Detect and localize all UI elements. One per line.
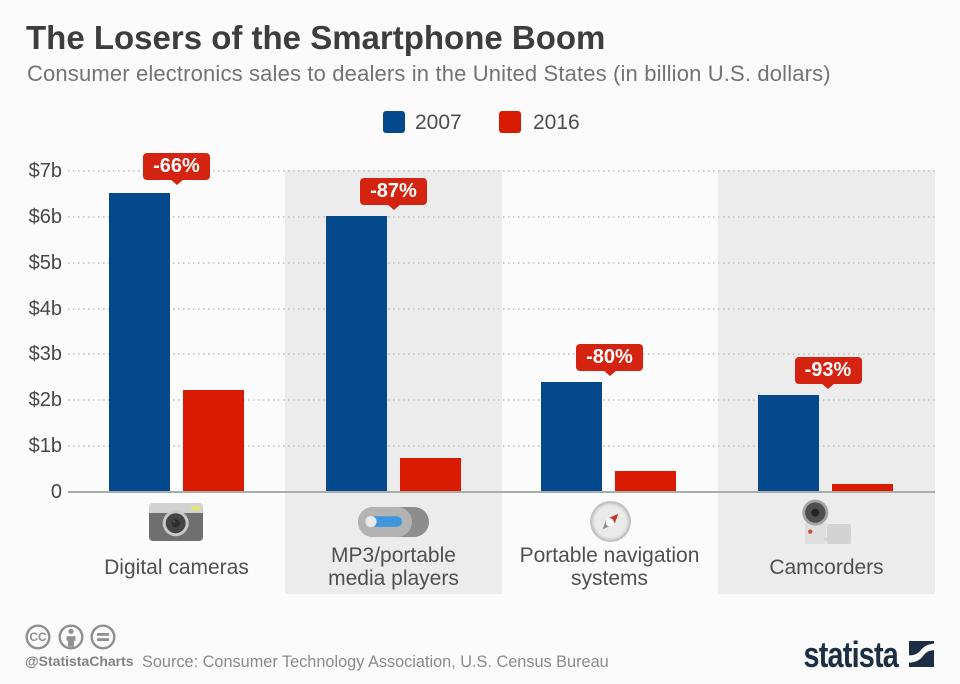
svg-text:CC: CC xyxy=(29,630,47,644)
